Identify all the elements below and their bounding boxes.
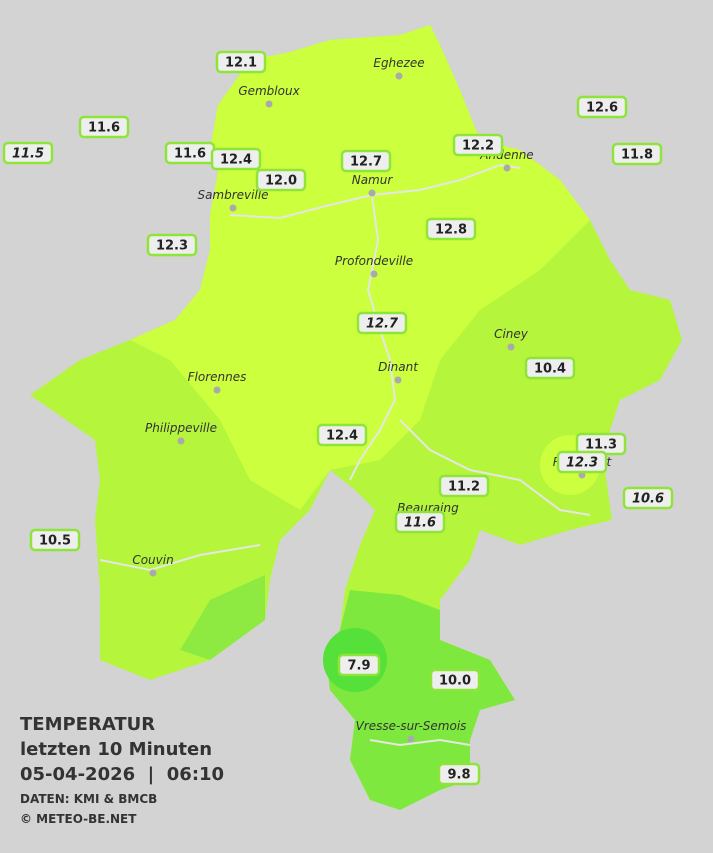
station-value: 7.9 (347, 659, 370, 674)
city-label: Gembloux (238, 84, 300, 98)
city-dot (370, 270, 378, 278)
station-value: 10.5 (39, 534, 71, 549)
station-value: 12.4 (220, 153, 252, 168)
station-box (146, 233, 198, 257)
river (229, 163, 521, 220)
station-value: 12.0 (265, 174, 297, 189)
title: TEMPERATUR (20, 714, 155, 735)
station-box (429, 668, 481, 692)
city-label: Florennes (188, 370, 247, 384)
cities: EghezeeGemblouxAndenneNamurSambrevillePr… (132, 56, 613, 743)
station-box (438, 474, 490, 498)
station-box (210, 147, 262, 171)
station-box (215, 50, 267, 74)
station-value: 11.6 (404, 516, 436, 531)
station-value: 12.2 (462, 139, 494, 154)
river (349, 194, 397, 481)
river (399, 419, 591, 516)
stations: 12.1 11.6 11.5 11.6 12.4 12.0 12.7 12.2 12.6 11.8… (2, 50, 674, 786)
station-box (316, 423, 368, 447)
station-box (524, 356, 576, 380)
station-value: 10.6 (632, 492, 664, 507)
station-box (337, 653, 381, 677)
river (99, 544, 261, 572)
station-box (394, 510, 446, 534)
city-dot (149, 569, 157, 577)
copyright: © METEO-BE.NET (20, 812, 137, 826)
city-label: Ciney (494, 327, 529, 341)
station-value: 12.3 (566, 456, 598, 471)
station-box (2, 141, 54, 165)
city-dot (177, 437, 185, 445)
city-label: Profondeville (335, 254, 413, 268)
city-dot (503, 164, 511, 172)
station-box (452, 133, 504, 157)
station-box (356, 311, 408, 335)
station-box (78, 115, 130, 139)
station-box (425, 217, 477, 241)
station-value: 11.3 (585, 438, 617, 453)
cool-zone (180, 575, 265, 660)
station-value: 12.8 (435, 223, 467, 238)
city-label: Sambreville (197, 188, 268, 202)
station-value: 12.4 (326, 429, 358, 444)
station-box (29, 528, 81, 552)
source: DATEN: KMI & BMCB (20, 792, 157, 806)
station-box (622, 486, 674, 510)
city-label: Namur (352, 173, 394, 187)
datetime: 05-04-2026 | 06:10 (20, 764, 224, 785)
city-dot (368, 189, 376, 197)
station-value: 10.4 (534, 362, 566, 377)
river (369, 738, 471, 747)
station-value: 11.6 (88, 121, 120, 136)
station-box (437, 762, 481, 786)
city-dot (394, 376, 402, 384)
station-value: 10.0 (439, 674, 471, 689)
city-dot (265, 100, 273, 108)
city-dot (395, 72, 403, 80)
station-value: 12.1 (225, 56, 257, 71)
city-label: Vresse-sur-Semois (356, 719, 467, 733)
city-dot (213, 386, 221, 394)
station-value: 11.2 (448, 480, 480, 495)
city-label: Philippeville (145, 421, 217, 435)
station-box (340, 149, 392, 173)
station-box (255, 168, 307, 192)
station-value: 11.8 (621, 148, 653, 163)
city-label: Couvin (132, 553, 173, 567)
city-dot (229, 204, 237, 212)
city-dot (507, 343, 515, 351)
station-value: 11.6 (174, 147, 206, 162)
subtitle: letzten 10 Minuten (20, 739, 212, 760)
station-box (556, 450, 608, 474)
station-value: 12.7 (350, 155, 382, 170)
station-box (576, 95, 628, 119)
city-label: Eghezee (373, 56, 424, 70)
station-value: 11.5 (12, 147, 44, 162)
station-value: 12.3 (156, 239, 188, 254)
city-label: Dinant (378, 360, 419, 374)
station-box (611, 142, 663, 166)
station-value: 12.7 (366, 317, 399, 332)
station-value: 9.8 (447, 768, 470, 783)
station-value: 12.6 (586, 101, 618, 116)
city-dot (407, 735, 415, 743)
